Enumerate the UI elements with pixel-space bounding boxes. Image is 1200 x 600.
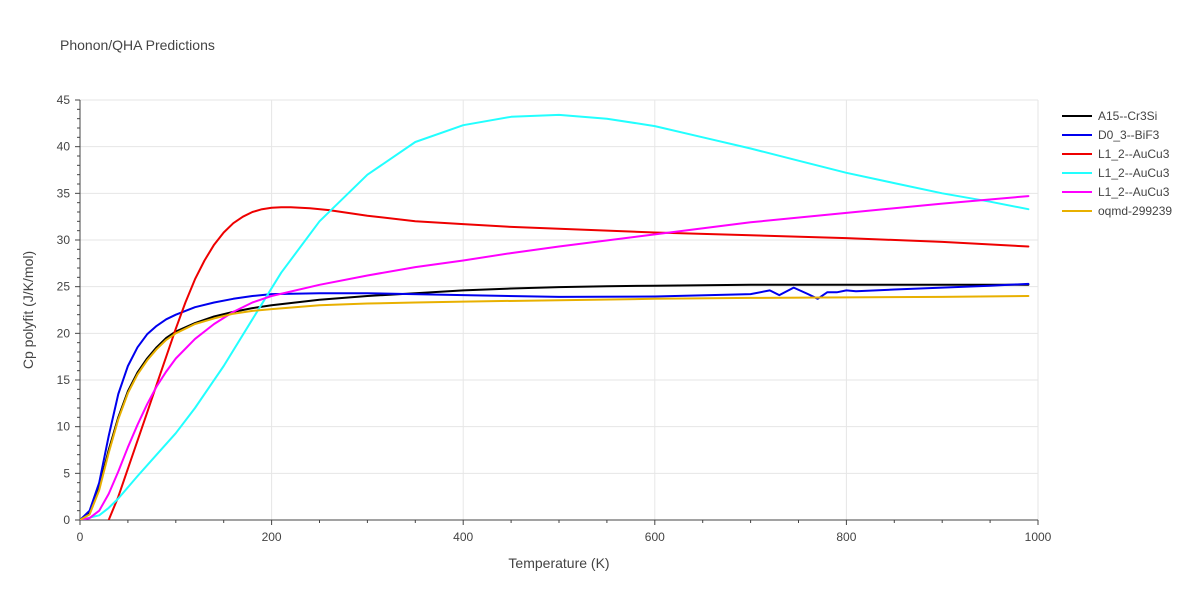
x-tick-label: 400 bbox=[453, 530, 473, 544]
x-tick-label: 800 bbox=[836, 530, 856, 544]
series-line-4 bbox=[80, 195, 1030, 520]
x-tick-labels: 0 200 400 600 800 1000 bbox=[77, 530, 1052, 544]
y-tick-label: 5 bbox=[63, 466, 70, 480]
series-line-3 bbox=[80, 113, 1030, 520]
x-tick-label: 600 bbox=[645, 530, 665, 544]
legend-item[interactable]: L1_2--AuCu3 bbox=[1062, 185, 1170, 199]
legend-label: L1_2--AuCu3 bbox=[1098, 185, 1170, 199]
y-tick-label: 15 bbox=[57, 373, 71, 387]
legend[interactable]: A15--Cr3Si D0_3--BiF3 L1_2--AuCu3 L1_2--AuC… bbox=[1062, 109, 1172, 218]
y-tick-label: 30 bbox=[57, 233, 71, 247]
series-line-0 bbox=[80, 283, 1030, 520]
legend-item[interactable]: oqmd-299239 bbox=[1062, 204, 1172, 218]
axes bbox=[75, 99, 1039, 525]
series-layer bbox=[80, 113, 1030, 520]
legend-item[interactable]: D0_3--BiF3 bbox=[1062, 128, 1160, 142]
legend-item[interactable]: A15--Cr3Si bbox=[1062, 109, 1157, 123]
legend-item[interactable]: L1_2--AuCu3 bbox=[1062, 147, 1170, 161]
y-tick-label: 45 bbox=[57, 93, 71, 107]
series-line-1 bbox=[80, 282, 1030, 520]
legend-label: A15--Cr3Si bbox=[1098, 109, 1157, 123]
y-tick-label: 25 bbox=[57, 280, 71, 294]
legend-label: L1_2--AuCu3 bbox=[1098, 166, 1170, 180]
y-tick-label: 40 bbox=[57, 140, 71, 154]
legend-label: D0_3--BiF3 bbox=[1098, 128, 1160, 142]
y-tick-labels: 0 5 10 15 20 25 30 35 40 45 bbox=[57, 93, 71, 527]
x-tick-label: 0 bbox=[77, 530, 84, 544]
grid bbox=[80, 99, 1039, 520]
series-line-5 bbox=[80, 295, 1030, 520]
x-tick-label: 1000 bbox=[1025, 530, 1052, 544]
y-tick-label: 20 bbox=[57, 326, 71, 340]
y-tick-label: 10 bbox=[57, 420, 71, 434]
x-tick-label: 200 bbox=[262, 530, 282, 544]
x-axis-label: Temperature (K) bbox=[508, 555, 609, 571]
legend-item[interactable]: L1_2--AuCu3 bbox=[1062, 166, 1170, 180]
legend-label: L1_2--AuCu3 bbox=[1098, 147, 1170, 161]
y-tick-label: 0 bbox=[63, 513, 70, 527]
y-tick-label: 35 bbox=[57, 186, 71, 200]
series-line-2 bbox=[107, 206, 1030, 520]
y-axis-label: Cp polyfit (J/K/mol) bbox=[20, 251, 36, 369]
legend-label: oqmd-299239 bbox=[1098, 204, 1172, 218]
chart-title: Phonon/QHA Predictions bbox=[60, 37, 215, 53]
